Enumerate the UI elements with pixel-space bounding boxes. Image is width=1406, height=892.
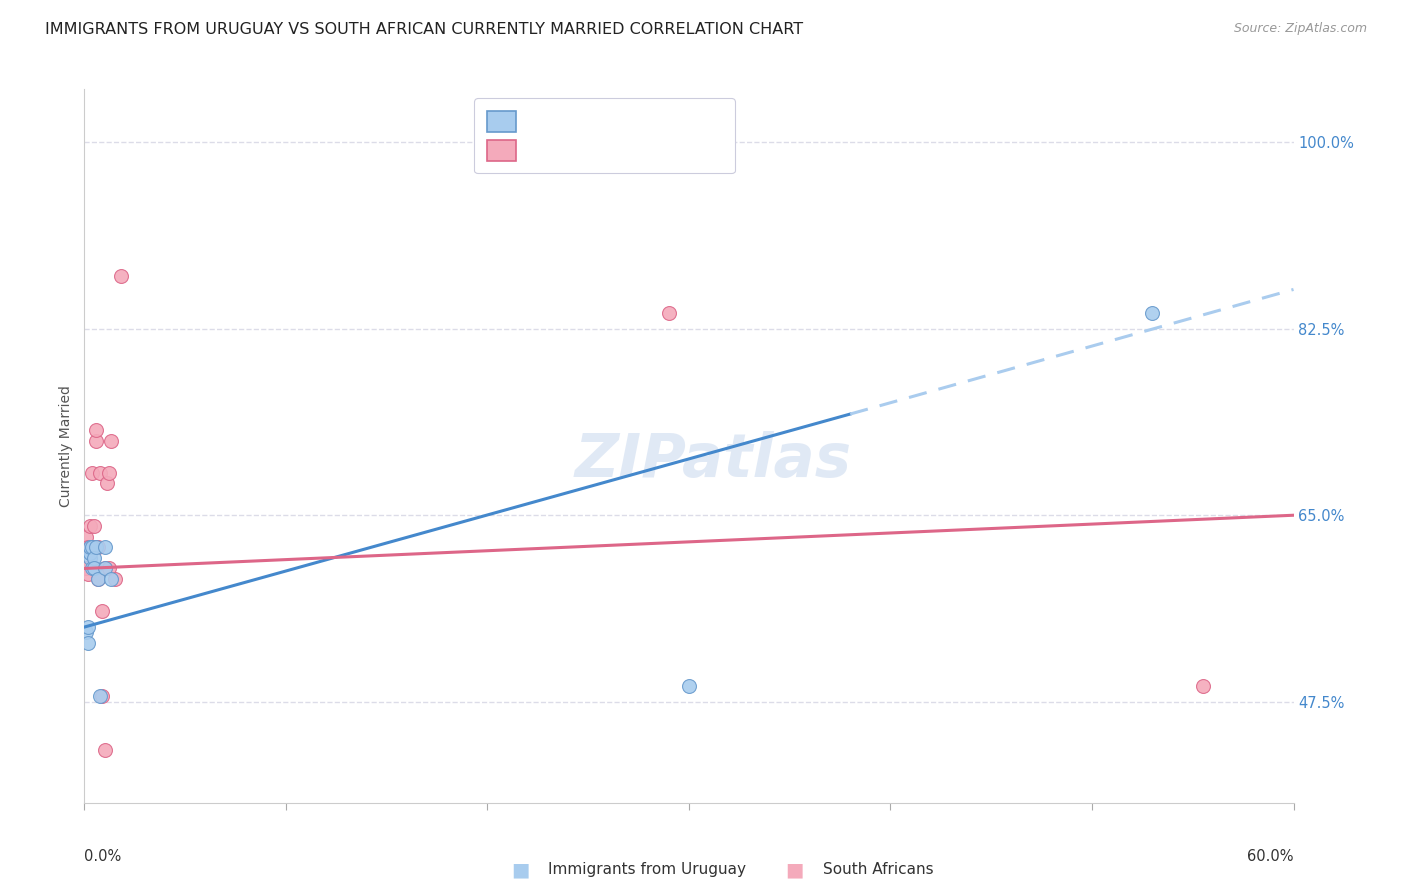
Point	[77, 540, 100, 554]
Point	[83, 519, 105, 533]
Point	[83, 550, 105, 565]
Point	[87, 540, 110, 554]
Point	[83, 561, 105, 575]
Point	[79, 545, 101, 559]
Point	[82, 466, 104, 480]
Text: 0.141: 0.141	[520, 136, 576, 154]
Point	[75, 625, 97, 640]
Point	[93, 540, 115, 554]
Legend:                                   ,                                   : ,	[474, 98, 734, 173]
Text: 60.0%: 60.0%	[1247, 849, 1294, 864]
Point	[91, 690, 114, 704]
Point	[100, 572, 122, 586]
Point	[79, 545, 101, 559]
Point	[83, 540, 105, 554]
Point	[89, 466, 111, 480]
Point	[86, 423, 108, 437]
Point	[110, 268, 132, 283]
Point	[79, 519, 101, 533]
Point	[97, 466, 120, 480]
Point	[86, 540, 108, 554]
Point	[93, 742, 115, 756]
Point	[82, 540, 104, 554]
Point	[93, 561, 115, 575]
Text: R =: R =	[475, 136, 520, 154]
Text: ■: ■	[510, 860, 530, 880]
Point	[75, 529, 97, 543]
Point	[77, 566, 100, 581]
Point	[104, 572, 127, 586]
Point	[100, 434, 122, 448]
Point	[93, 561, 115, 575]
Point	[79, 540, 101, 554]
Point	[91, 604, 114, 618]
Point	[87, 572, 110, 586]
Point	[77, 620, 100, 634]
Text: Immigrants from Uruguay: Immigrants from Uruguay	[548, 863, 747, 877]
Text: South Africans: South Africans	[823, 863, 934, 877]
Text: 0.574: 0.574	[512, 105, 569, 123]
Point	[86, 434, 108, 448]
Text: IMMIGRANTS FROM URUGUAY VS SOUTH AFRICAN CURRENTLY MARRIED CORRELATION CHART: IMMIGRANTS FROM URUGUAY VS SOUTH AFRICAN…	[45, 22, 803, 37]
Text: N =: N =	[564, 136, 614, 154]
Text: Source: ZipAtlas.com: Source: ZipAtlas.com	[1233, 22, 1367, 36]
Text: ■: ■	[785, 860, 804, 880]
Point	[83, 561, 105, 575]
Point	[79, 550, 101, 565]
Text: 18: 18	[607, 105, 631, 123]
Text: N =: N =	[564, 105, 614, 123]
Text: ZIPatlas: ZIPatlas	[575, 431, 852, 490]
Point	[96, 476, 118, 491]
Point	[75, 540, 97, 554]
Text: R =: R =	[475, 105, 515, 123]
Point	[678, 679, 700, 693]
Point	[1142, 306, 1164, 320]
Point	[77, 636, 100, 650]
Point	[87, 572, 110, 586]
Text: 29: 29	[607, 136, 631, 154]
Text: 0.0%: 0.0%	[84, 849, 121, 864]
Y-axis label: Currently Married: Currently Married	[59, 385, 73, 507]
Point	[82, 561, 104, 575]
Point	[75, 561, 97, 575]
Point	[97, 561, 120, 575]
Point	[89, 690, 111, 704]
Point	[79, 540, 101, 554]
Point	[1192, 679, 1215, 693]
Point	[658, 306, 681, 320]
